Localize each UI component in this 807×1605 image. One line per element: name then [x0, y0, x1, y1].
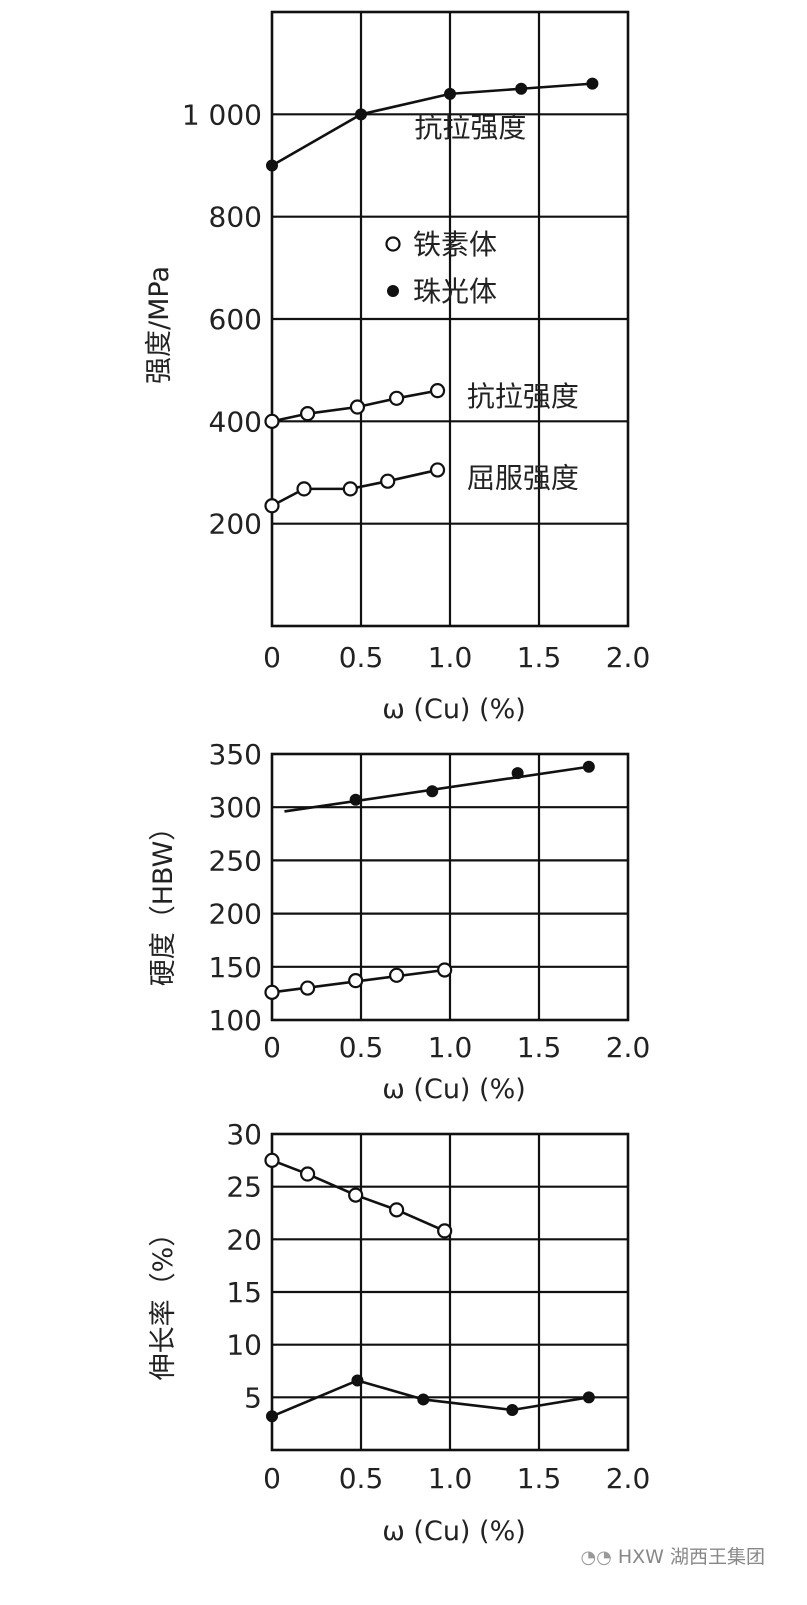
panel-1-series-1-point [355, 108, 367, 121]
panel-3-series-2-point [417, 1393, 430, 1406]
panel-3-series-2-point [506, 1403, 519, 1416]
panel-1-series-2-point [429, 383, 446, 399]
panel-2-x-tick-label: 1.0 [428, 1031, 473, 1064]
panel-3-y-tick-label: 15 [226, 1276, 262, 1309]
panel-1-x-tick-label: 1.5 [517, 641, 562, 674]
panel-2-series-2-point [437, 962, 453, 978]
panel-2-x-tick-label: 0.5 [339, 1031, 384, 1064]
panel-3-series-1-point [264, 1152, 280, 1168]
panel-3-series-1-point [300, 1166, 316, 1182]
panel-2-y-tick-label: 250 [209, 844, 262, 877]
panel-3-series-2-point [582, 1391, 595, 1404]
panel-1-series-3-point [342, 481, 358, 497]
panel-1-plot-frame [270, 10, 630, 628]
panel-3-series-2-point [351, 1374, 364, 1387]
panel-2-x-tick-label: 1.5 [517, 1031, 562, 1064]
panel-1-x-axis-label: ω (Cu) (%) [382, 694, 526, 725]
panel-3-y-axis-label: 伸长率（%） [148, 1220, 179, 1381]
panel-1-x-tick-label: 2.0 [606, 641, 651, 674]
wechat-icon: ◔◔ [580, 1547, 612, 1568]
panel-2-x-axis-label: ω (Cu) (%) [382, 1074, 526, 1105]
panel-3-y-tick-label: 10 [226, 1329, 262, 1362]
panel-1-annotation-tensile-ferrite: 抗拉强度 [467, 380, 579, 413]
panel-1-series-2-point [300, 406, 316, 422]
panel-3-series-1-point [437, 1223, 453, 1239]
panel-1-series-3-point [296, 481, 312, 497]
panel-2-x-tick-label: 2.0 [606, 1031, 651, 1064]
panel-3-y-tick-label: 25 [226, 1171, 262, 1204]
panel-2-y-tick-label: 100 [209, 1004, 262, 1037]
panel-1-series-1-point [444, 87, 456, 100]
legend-marker-open [385, 236, 401, 252]
panel-3-y-tick-label: 5 [244, 1381, 262, 1414]
panel-3-x-tick-label: 0 [263, 1462, 281, 1495]
watermark-text: HXW 湖西王集团 [617, 1546, 765, 1568]
panel-3-series-1-point [389, 1202, 405, 1218]
watermark: ◔◔ HXW 湖西王集团 [580, 1542, 765, 1569]
panel-1-series-3-point [380, 473, 396, 489]
panel-1-y-tick-label: 400 [209, 405, 262, 438]
panel-2-series-2-point [389, 967, 405, 983]
panel-2-y-tick-label: 200 [209, 898, 262, 931]
panel-1-series-1-point [266, 159, 278, 172]
panel-1-series-2-point [264, 413, 280, 429]
panel-1-y-tick-label: 800 [209, 201, 262, 234]
panel-3-x-axis-label: ω (Cu) (%) [382, 1516, 526, 1547]
panel-1-y-tick-label: 200 [209, 508, 262, 541]
panel-3-y-tick-label: 30 [226, 1118, 262, 1151]
panel-1-series-2-point [389, 390, 405, 406]
legend-label-ferrite: 铁素体 [413, 228, 497, 261]
panel-1-series-1-point [586, 77, 599, 90]
panel-1-series-3-point [429, 462, 446, 478]
legend-marker-filled [387, 285, 399, 297]
panel-1-y-tick-label: 1 000 [182, 98, 262, 131]
legend-label-pearlite: 珠光体 [413, 275, 497, 308]
panel-2-series-1-point [349, 793, 362, 806]
panel-3-x-tick-label: 0.5 [339, 1462, 384, 1495]
panel-3-series-2-point [266, 1410, 278, 1423]
panel-2-series-1-point [582, 760, 595, 773]
panel-2-plot-frame [270, 752, 630, 1022]
panel-3-plot-frame [270, 1132, 630, 1452]
panel-2-y-axis-label: 硬度（HBW） [148, 814, 179, 987]
panel-3-x-tick-label: 1.0 [428, 1462, 473, 1495]
panel-3-series-1-point [348, 1187, 364, 1203]
panel-1-series-2-point [349, 399, 366, 415]
panel-2-series-2-point [348, 973, 364, 989]
panel-2-y-tick-label: 150 [209, 951, 262, 984]
panel-1-series-3-point [264, 498, 280, 514]
panel-1-y-axis-label: 强度/MPa [144, 266, 175, 384]
panel-1-x-tick-label: 0 [263, 641, 281, 674]
panel-1-x-tick-label: 0.5 [339, 641, 384, 674]
panel-2-series-1-point [511, 767, 524, 780]
panel-2-y-tick-label: 300 [209, 791, 262, 824]
panel-3-x-tick-label: 2.0 [606, 1462, 651, 1495]
panel-2-series-2-point [300, 980, 316, 996]
panel-2-series-2-point [264, 984, 280, 1000]
panel-2-x-tick-label: 0 [263, 1031, 281, 1064]
panel-1-y-tick-label: 600 [209, 303, 262, 336]
panel-3-x-tick-label: 1.5 [517, 1462, 562, 1495]
panel-1-x-tick-label: 1.0 [428, 641, 473, 674]
panel-1-annotation-tensile-pearlite: 抗拉强度 [414, 111, 526, 144]
panel-2-y-tick-label: 350 [209, 738, 262, 771]
panel-1-annotation-yield-ferrite: 屈服强度 [467, 462, 579, 495]
panel-3-y-tick-label: 20 [226, 1223, 262, 1256]
panel-1-series-1-point [515, 82, 528, 95]
panel-2-series-1-point [426, 785, 439, 798]
